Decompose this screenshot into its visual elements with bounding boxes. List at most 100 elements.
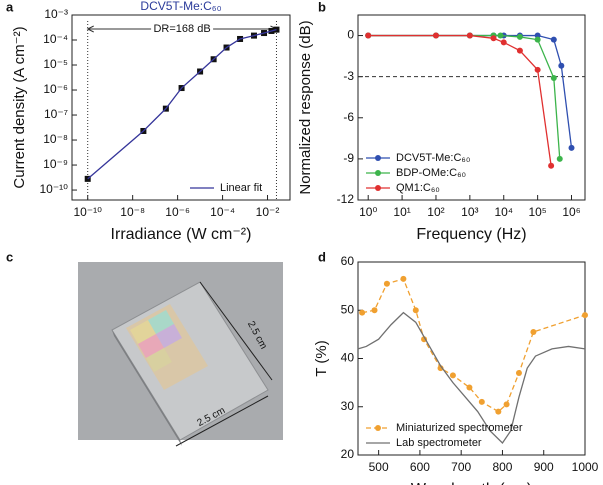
point (568, 144, 575, 151)
chart-title: DCV5T-Me:C₆₀ (140, 0, 221, 13)
photo-panel: c 2.5 cm 2.5 cm (6, 249, 283, 447)
legend-label: BDP-OMe:C₆₀ (396, 167, 466, 179)
legend-marker (375, 185, 381, 191)
y-axis-label: Current density (A cm⁻²) (11, 26, 28, 188)
substrate-edge (112, 330, 182, 446)
y-tick-label: -12 (337, 192, 355, 206)
panel-label: b (318, 0, 326, 14)
x-tick-label: 10¹ (393, 205, 410, 219)
legend-label: Linear fit (220, 182, 262, 194)
y-tick-label: -6 (343, 110, 354, 124)
point (383, 280, 390, 287)
legend-marker (375, 425, 381, 431)
x-tick-label: 900 (534, 460, 554, 474)
series-line (368, 34, 552, 166)
y-tick-label: 10⁻⁷ (44, 107, 68, 121)
y-tick-label: 10⁻¹⁰ (40, 182, 69, 196)
point (582, 312, 588, 319)
chart-panel: a DCV5T-Me:C₆₀ 10⁻¹⁰ 10⁻⁸ 10⁻⁶ 10⁻⁴ 10⁻² 10⁻¹⁰ 1… (6, 0, 291, 243)
legend-marker (375, 155, 381, 161)
filter (138, 334, 164, 358)
filter (156, 324, 182, 348)
y-tick-label: -3 (343, 69, 354, 83)
x-axis-label: Frequency (Hz) (416, 226, 526, 243)
series-line (368, 34, 561, 159)
panel-label: d (318, 249, 326, 264)
filter (148, 310, 174, 334)
y-tick-label: 20 (341, 447, 355, 461)
y-tick-label: 10⁻⁶ (43, 82, 68, 96)
x-tick-label: 10² (427, 205, 444, 219)
x-tick-label: 600 (410, 460, 430, 474)
point (534, 32, 541, 39)
point (548, 162, 555, 169)
point (503, 401, 510, 408)
point (516, 47, 523, 54)
x-tick-label: 10⁰ (359, 205, 377, 219)
point (497, 32, 504, 39)
point (432, 32, 439, 39)
x-tick-label: 800 (492, 460, 512, 474)
point (490, 35, 497, 42)
annotation: DR=168 dB (153, 23, 210, 35)
x-tick-label: 10⁻⁸ (120, 205, 145, 219)
y-tick-label: 40 (341, 351, 355, 365)
y-tick-label: 10⁻⁵ (43, 57, 68, 71)
filter (130, 320, 156, 344)
x-tick-label: 700 (451, 460, 471, 474)
point (515, 369, 522, 376)
point (412, 307, 419, 314)
x-tick-label: 10⁴ (494, 205, 513, 219)
point (500, 39, 507, 46)
x-axis-label: Irradiance (W cm⁻²) (111, 226, 252, 243)
point (359, 309, 366, 316)
y-tick-label: 10⁻⁴ (43, 32, 68, 46)
x-tick-label: 500 (369, 460, 389, 474)
dimension-line (199, 281, 273, 381)
legend-label: QM1:C₆₀ (396, 182, 440, 194)
y-axis-label: Normalized response (dB) (297, 20, 314, 194)
y-tick-label: 0 (347, 28, 354, 42)
point (400, 275, 407, 282)
x-tick-label: 10⁻² (256, 205, 280, 219)
y-tick-label: 10⁻⁸ (43, 132, 68, 146)
x-axis-label: Wavelength (nm) (411, 481, 532, 485)
point (530, 328, 537, 335)
point (558, 62, 565, 69)
chart-panel: b 10⁰ 10¹ 10² 10³ 10⁴ 10⁵ 10⁶ 0 -3 -6 -9 -12 Frequenc… (297, 0, 586, 243)
y-tick-label: 60 (341, 254, 355, 268)
point (371, 307, 378, 314)
series-line (357, 311, 586, 444)
point (534, 66, 541, 73)
x-tick-label: 1000 (572, 460, 599, 474)
series-line (362, 278, 586, 413)
plot-frame (71, 14, 291, 201)
x-tick-label: 10⁻⁴ (210, 205, 235, 219)
legend-label: Miniaturized spectrometer (396, 422, 523, 434)
point (365, 32, 372, 39)
point (437, 365, 444, 372)
point (556, 155, 563, 162)
point (466, 32, 473, 39)
point (534, 36, 541, 43)
x-tick-label: 10⁵ (528, 205, 546, 219)
y-axis-label: T (%) (313, 340, 330, 376)
x-tick-label: 10⁻⁶ (165, 205, 190, 219)
panel-label: a (6, 0, 14, 14)
point (550, 75, 557, 82)
y-tick-label: 30 (341, 399, 355, 413)
y-tick-label: 50 (341, 302, 355, 316)
x-tick-label: 10⁻¹⁰ (73, 205, 102, 219)
x-tick-label: 10⁶ (562, 205, 580, 219)
plot-frame (357, 14, 586, 201)
point (466, 384, 473, 391)
point (550, 36, 557, 43)
point (449, 372, 456, 379)
panel-label: c (6, 249, 13, 264)
annotation-bg (151, 22, 214, 36)
series-line (87, 29, 277, 180)
point (495, 408, 502, 415)
point (478, 398, 485, 405)
dimension-line (175, 395, 269, 447)
